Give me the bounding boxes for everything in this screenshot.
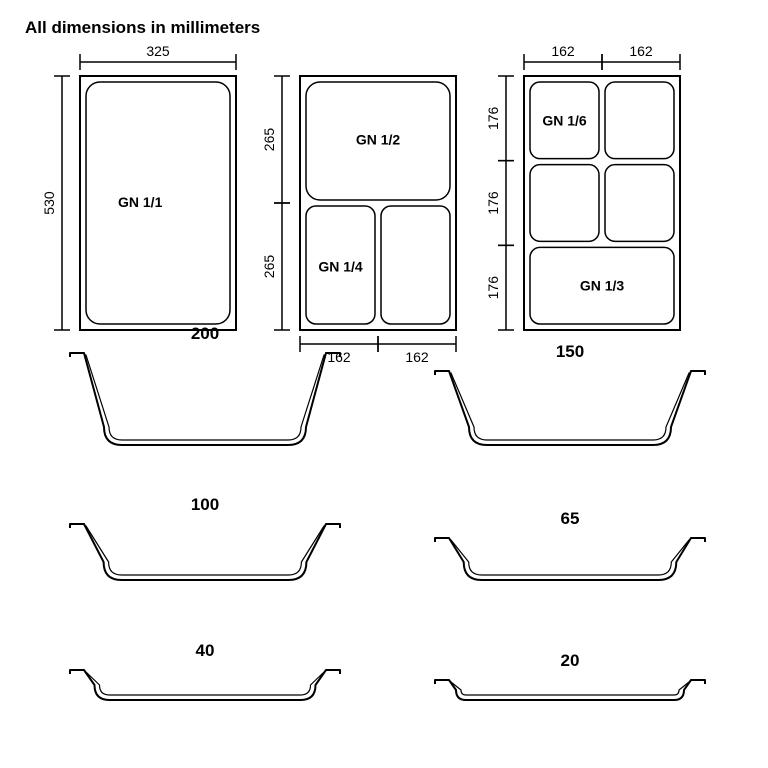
svg-text:530: 530 (41, 191, 57, 215)
svg-text:162: 162 (629, 43, 653, 59)
svg-text:150: 150 (556, 342, 584, 361)
svg-text:265: 265 (261, 255, 277, 279)
diagram-canvas: GN 1/1 325 530 GN 1/2 GN 1/4 265 265 162 162 GN 1… (0, 0, 768, 768)
svg-text:GN 1/2: GN 1/2 (356, 132, 401, 148)
svg-text:65: 65 (561, 509, 580, 528)
svg-text:325: 325 (146, 43, 170, 59)
svg-text:162: 162 (551, 43, 575, 59)
svg-text:100: 100 (191, 495, 219, 514)
svg-text:200: 200 (191, 324, 219, 343)
svg-text:176: 176 (485, 191, 501, 215)
svg-text:GN 1/6: GN 1/6 (542, 112, 587, 128)
svg-text:GN 1/3: GN 1/3 (580, 278, 625, 294)
svg-text:162: 162 (405, 349, 429, 365)
svg-text:GN 1/1: GN 1/1 (118, 194, 163, 210)
svg-text:176: 176 (485, 276, 501, 300)
svg-text:265: 265 (261, 128, 277, 152)
svg-text:40: 40 (196, 641, 215, 660)
svg-text:GN 1/4: GN 1/4 (318, 259, 363, 275)
svg-text:176: 176 (485, 106, 501, 130)
svg-text:20: 20 (561, 651, 580, 670)
